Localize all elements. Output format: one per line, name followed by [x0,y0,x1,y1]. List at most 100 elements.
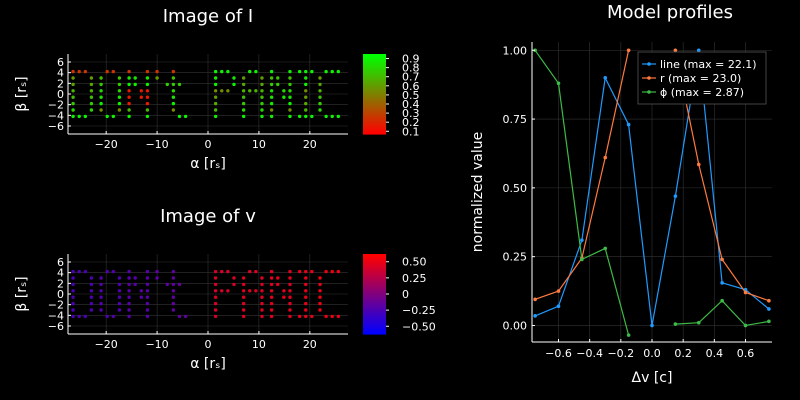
series-line [675,299,770,327]
heatmap-pixel [282,289,286,293]
heatmap-pixel [318,108,322,112]
heatmap-pixel [232,82,236,87]
colorbar-segment [363,130,386,133]
profile-y-tick-label: 0.25 [503,251,528,264]
heatmap-pixel [213,301,218,306]
colorbar-segment [363,290,386,293]
colorbar-segment [363,298,386,301]
colorbar-tick-label: 0 [402,288,409,301]
heatmap-pixel [145,314,150,319]
heatmap-pixel [288,289,292,293]
heatmap-pixel [165,82,169,87]
colorbar-segment [363,300,386,303]
heatmap-pixel [254,289,258,293]
heatmap-pixel [71,282,75,287]
heatmap-pixel [99,108,103,112]
heatmap-pixel [71,289,75,293]
heatmap-pixel [241,95,246,99]
heatmap-pixel [254,69,258,74]
profile-x-tick-label: 0.6 [737,347,755,360]
heatmap-pixel [177,82,182,87]
heatmap-pixel [127,308,131,312]
colorbar-segment [363,328,386,331]
series-point [720,298,724,303]
heatmap-pixel [89,301,94,306]
heatmap-pixel [260,282,264,287]
profile-y-tick-label: 1.00 [503,44,528,57]
heatmap-pixel [71,89,75,93]
colorbar-segment [363,314,386,317]
heatmap-pixel [117,308,122,312]
heatmap-pixel [232,276,236,280]
heatmap-pixel [99,301,103,306]
colorbar-segment [363,310,386,313]
heatmap-pixel [71,82,75,87]
heatmap-pixel [105,314,109,319]
heatmap-pixel [276,276,280,280]
colorbar-segment [363,94,386,97]
series-point [720,257,724,262]
colorbar-segment [363,74,386,77]
colorbar-tick-label: 0.3 [402,107,420,120]
heatmap-pixel [288,282,292,287]
colorbar-segment [363,58,386,61]
heatmap-pixel [269,282,274,287]
heatmap-pixel [241,289,246,293]
heatmap-pixel [213,269,218,274]
heatmap-pixel [77,269,81,274]
heatmap-pixel [127,76,131,80]
colorbar-segment [363,284,386,287]
heatmap-pixel [71,108,75,112]
heatmap-pixel [133,282,137,287]
heatmap-pixel [220,69,224,74]
heatmap-pixel [336,314,341,319]
heatmap-pixel [318,282,322,287]
colorbar-segment [363,56,386,59]
profile-x-label: Δv [c] [632,370,673,386]
heatmap-pixel [89,289,94,293]
series-point [533,314,537,318]
legend-label: r (max = 23.0) [660,72,741,85]
series-point [533,48,537,53]
colorbar-tick-label: 0.7 [402,71,420,84]
heatmap-pixel [177,314,182,319]
series-line [534,49,630,336]
colorbar-segment [363,128,386,131]
heatmap-title: Image of v [160,206,256,227]
heatmap-pixel [89,101,94,106]
series-point [696,48,701,53]
colorbar-segment [363,84,386,87]
heatmap-pixel [127,276,131,280]
heatmap-pixel [304,314,308,319]
heatmap-pixel [117,289,122,293]
heatmap-y-tick-label: 0 [57,88,64,101]
heatmap-pixel [304,89,308,93]
colorbar-segment [363,78,386,81]
heatmap-pixel [318,295,322,299]
colorbar-segment [363,100,386,103]
colorbar-segment [363,80,386,83]
heatmap-pixel [213,295,218,299]
heatmap-y-tick-label: 6 [57,256,64,269]
heatmap-pixel [99,295,103,299]
colorbar-segment [363,68,386,71]
colorbar-segment [363,88,386,91]
heatmap-y-tick-label: 4 [57,267,64,280]
heatmap-pixel [288,308,292,312]
heatmap-pixel [71,114,75,119]
series-point [743,323,748,328]
heatmap-pixel [330,114,334,119]
colorbar-segment [363,324,386,327]
colorbar-segment [363,276,386,279]
heatmap-pixel [248,69,252,74]
heatmap-pixel [145,108,150,112]
heatmap-pixel [77,69,81,74]
heatmap-pixel [213,314,218,319]
colorbar-segment [363,116,386,119]
heatmap-pixel [213,114,218,119]
heatmap-pixel [269,114,274,119]
heatmap-pixel [260,95,264,99]
series-point [603,246,608,251]
heatmap-pixel [288,269,292,274]
